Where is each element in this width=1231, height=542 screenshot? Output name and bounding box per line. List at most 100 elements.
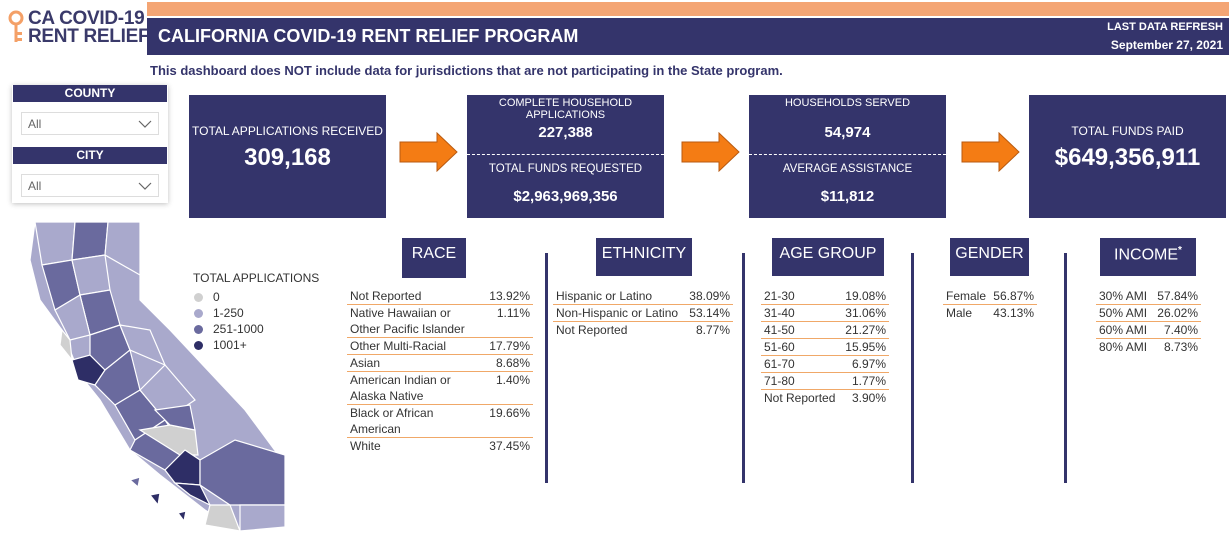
kpi-value: $11,812 bbox=[820, 188, 875, 205]
row-label: 31-40 bbox=[764, 306, 795, 320]
row-label: White bbox=[350, 439, 381, 453]
legend-item: 251-1000 bbox=[194, 322, 264, 336]
table-row: 50% AMI 26.02% bbox=[1096, 305, 1201, 322]
row-value: 21.27% bbox=[845, 323, 886, 337]
table-row: 21-30 19.08% bbox=[761, 288, 889, 305]
data-table: 30% AMI 57.84% 50% AMI 26.02% 60% AMI 7.40% 80… bbox=[1096, 288, 1201, 355]
table-row: 41-50 21.27% bbox=[761, 322, 889, 339]
data-table: 21-30 19.08% 31-40 31.06% 41-50 21.27% 51-60 15… bbox=[761, 288, 889, 406]
table-row: Hispanic or Latino 38.09% bbox=[553, 288, 733, 305]
kpi-value: $649,356,911 bbox=[1054, 144, 1201, 171]
row-value: 8.68% bbox=[495, 356, 530, 370]
row-label: Non-Hispanic or Latino bbox=[556, 306, 679, 320]
divider bbox=[1064, 253, 1067, 483]
table-header: AGE GROUP bbox=[772, 238, 884, 276]
kpi-card: TOTAL FUNDS PAID $649,356,911 bbox=[1029, 95, 1226, 218]
row-value: 53.14% bbox=[689, 306, 730, 320]
row-label: American Indian or Alaska Native bbox=[350, 373, 451, 403]
refresh-label: LAST DATA REFRESH bbox=[1107, 21, 1223, 33]
table-title: RACE bbox=[411, 245, 457, 262]
table-row: White 37.45% bbox=[347, 438, 533, 454]
row-label: Asian bbox=[350, 356, 381, 370]
kpi-card: TOTAL APPLICATIONS RECEIVED 309,168 bbox=[189, 95, 386, 218]
row-label: Female bbox=[946, 289, 987, 303]
legend-item: 1-250 bbox=[194, 306, 244, 320]
dropdown-value: All bbox=[28, 179, 42, 193]
county-map bbox=[29, 221, 286, 532]
kpi-value: $2,963,969,356 bbox=[513, 188, 618, 205]
table-title: AGE GROUP bbox=[779, 245, 877, 262]
table-header: ETHNICITY bbox=[596, 238, 692, 276]
data-table: Female 56.87% Male 43.13% bbox=[943, 288, 1037, 321]
table-title: INCOME bbox=[1114, 246, 1179, 264]
row-label: 61-70 bbox=[764, 357, 795, 371]
table-row: 51-60 15.95% bbox=[761, 339, 889, 356]
data-table: Hispanic or Latino 38.09% Non-Hispanic or … bbox=[553, 288, 733, 338]
table-row: 30% AMI 57.84% bbox=[1096, 288, 1201, 305]
kpi-label: HOUSEHOLDS SERVED bbox=[784, 97, 911, 109]
kpi-label: AVERAGE ASSISTANCE bbox=[782, 163, 913, 175]
kpi-card: HOUSEHOLDS SERVED 54,974 AVERAGE ASSISTANC… bbox=[749, 95, 946, 218]
table-header: GENDER bbox=[950, 238, 1029, 276]
table-title: GENDER bbox=[955, 245, 1024, 262]
row-label: 50% AMI bbox=[1099, 306, 1148, 320]
table-row: Asian 8.68% bbox=[347, 355, 533, 372]
table-row: Female 56.87% bbox=[943, 288, 1037, 305]
row-value: 37.45% bbox=[489, 439, 530, 453]
filter-dropdown[interactable]: All bbox=[21, 174, 159, 197]
chevron bbox=[138, 182, 152, 190]
row-label: 21-30 bbox=[764, 289, 795, 303]
row-label: Male bbox=[946, 306, 973, 320]
table-header: INCOME* bbox=[1100, 238, 1196, 276]
row-value: 3.90% bbox=[851, 391, 886, 405]
divider bbox=[545, 253, 548, 483]
row-value: 8.73% bbox=[1163, 340, 1198, 354]
row-label: Hispanic or Latino bbox=[556, 289, 653, 303]
row-value: 38.09% bbox=[689, 289, 730, 303]
disclaimer: This dashboard does NOT include data for… bbox=[150, 63, 783, 78]
row-label: 30% AMI bbox=[1099, 289, 1148, 303]
kpi-card: COMPLETE HOUSEHOLD APPLICATIONS 227,388 TO… bbox=[467, 95, 664, 218]
row-label: 71-80 bbox=[764, 374, 795, 388]
legend-item: 1001+ bbox=[194, 338, 247, 352]
row-value: 17.79% bbox=[489, 339, 530, 353]
legend-text: 1-250 bbox=[213, 306, 244, 320]
table-title: ETHNICITY bbox=[601, 245, 687, 262]
row-label: Native Hawaiian or Other Pacific Islande… bbox=[350, 306, 465, 336]
filter-label: COUNTY bbox=[13, 85, 167, 102]
page-title: CALIFORNIA COVID-19 RENT RELIEF PROGRAM bbox=[158, 26, 579, 46]
logo-line: RENT RELIEF bbox=[28, 26, 150, 47]
legend-swatch bbox=[194, 292, 203, 302]
table-row: Other Multi-Racial 17.79% bbox=[347, 338, 533, 355]
table-row: Not Reported 8.77% bbox=[553, 322, 733, 338]
chevron bbox=[138, 120, 152, 128]
table-row: 80% AMI 8.73% bbox=[1096, 339, 1201, 355]
row-value: 56.87% bbox=[993, 289, 1034, 303]
filter-label: CITY bbox=[13, 147, 167, 164]
row-value: 13.92% bbox=[489, 289, 530, 303]
table-row: 71-80 1.77% bbox=[761, 373, 889, 390]
filter-panel: COUNTY All CITY All bbox=[12, 85, 168, 203]
row-value: 1.77% bbox=[851, 374, 886, 388]
kpi-label: COMPLETE HOUSEHOLD APPLICATIONS bbox=[498, 97, 633, 121]
table-row: Male 43.13% bbox=[943, 305, 1037, 321]
row-label: 51-60 bbox=[764, 340, 795, 354]
legend-text: 0 bbox=[213, 290, 220, 304]
kpi-separator bbox=[749, 154, 946, 155]
kpi-value: 227,388 bbox=[538, 124, 593, 141]
dropdown-value: All bbox=[28, 117, 42, 131]
row-label: Black or African American bbox=[350, 406, 434, 436]
kpi-value: 309,168 bbox=[244, 144, 331, 171]
row-value: 26.02% bbox=[1157, 306, 1198, 320]
flow-arrow bbox=[681, 132, 740, 172]
table-row: Not Reported 13.92% bbox=[347, 288, 533, 305]
filter-dropdown[interactable]: All bbox=[21, 112, 159, 135]
row-label: 80% AMI bbox=[1099, 340, 1148, 354]
data-table: Not Reported 13.92% Native Hawaiian or Oth… bbox=[347, 288, 533, 454]
logo-icon bbox=[8, 10, 24, 42]
row-value: 31.06% bbox=[845, 306, 886, 320]
legend-swatch bbox=[194, 324, 203, 334]
row-value: 57.84% bbox=[1157, 289, 1198, 303]
row-value: 6.97% bbox=[851, 357, 886, 371]
footnote-mark: * bbox=[1178, 245, 1182, 256]
